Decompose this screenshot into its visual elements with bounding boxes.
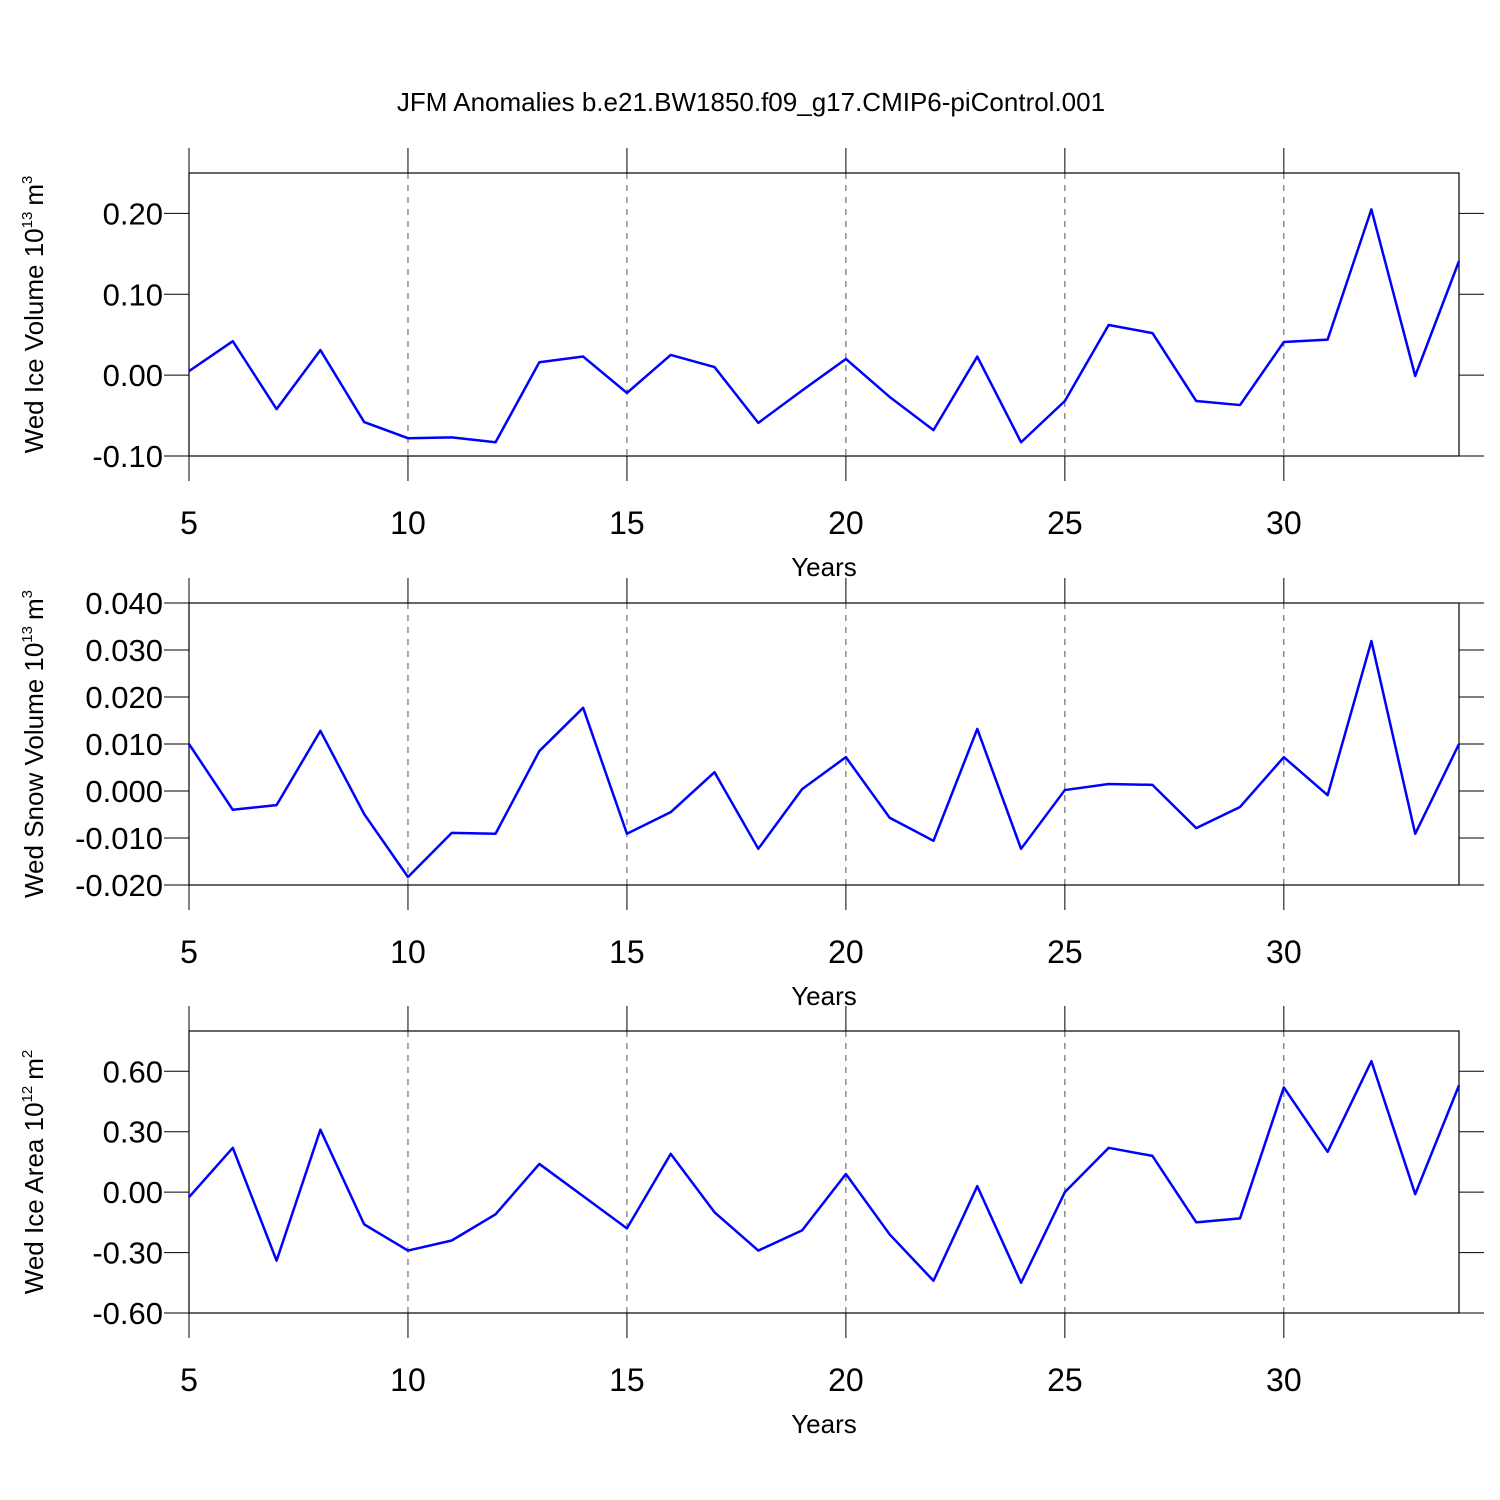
y-tick-label: 0.00 — [103, 1175, 163, 1210]
x-tick-label: 25 — [1047, 505, 1083, 541]
y-axis-label-unit-exponent: 3 — [19, 176, 36, 184]
y-axis-label: Wed Ice Area 1012 m2 — [19, 1050, 49, 1294]
y-tick-label: -0.60 — [92, 1296, 163, 1331]
x-tick-label: 30 — [1266, 934, 1302, 970]
x-tick-label: 30 — [1266, 1362, 1302, 1398]
y-axis-label-unit-exponent: 3 — [19, 590, 36, 598]
data-line — [188, 1059, 1461, 1285]
y-axis-label-text: Wed Ice Area 10 — [19, 1102, 49, 1294]
y-tick-label: 0.030 — [85, 633, 163, 668]
x-tick-label: 5 — [180, 505, 198, 541]
y-tick-label: 0.20 — [103, 196, 163, 231]
x-tick-label: 20 — [828, 505, 864, 541]
data-line — [187, 639, 1461, 879]
y-tick-label: -0.30 — [92, 1236, 163, 1271]
y-tick-label: 0.010 — [85, 727, 163, 762]
chart-title: JFM Anomalies b.e21.BW1850.f09_g17.CMIP6… — [397, 87, 1105, 117]
y-tick-label: 0.60 — [103, 1054, 163, 1089]
x-tick-label: 20 — [828, 1362, 864, 1398]
x-tick-label: 15 — [609, 505, 645, 541]
x-tick-label: 25 — [1047, 1362, 1083, 1398]
y-tick-label: 0.30 — [103, 1115, 163, 1150]
x-tick-label: 10 — [390, 934, 426, 970]
y-axis-label-exponent: 13 — [19, 626, 36, 643]
y-axis-label: Wed Ice Volume 1013 m3 — [19, 176, 49, 454]
y-tick-label: 0.020 — [85, 680, 163, 715]
x-tick-label: 20 — [828, 934, 864, 970]
x-tick-label: 15 — [609, 1362, 645, 1398]
y-axis-label-unit-exponent: 2 — [19, 1050, 36, 1058]
x-tick-label: 30 — [1266, 505, 1302, 541]
y-tick-label: 0.00 — [103, 358, 163, 393]
y-tick-label: -0.020 — [75, 868, 163, 903]
plot-frame — [188, 172, 1460, 457]
x-tick-label: 10 — [390, 1362, 426, 1398]
y-tick-label: 0.040 — [85, 586, 163, 621]
y-axis-label-text: Wed Ice Volume 10 — [19, 228, 49, 453]
y-axis-label-exponent: 13 — [19, 212, 36, 229]
x-axis-label: Years — [791, 552, 857, 582]
x-axis-label: Years — [791, 981, 857, 1011]
data-line — [188, 208, 1461, 444]
x-tick-label: 5 — [180, 1362, 198, 1398]
y-tick-label: 0.000 — [85, 774, 163, 809]
x-tick-label: 10 — [390, 505, 426, 541]
y-axis-label-exponent: 12 — [19, 1086, 36, 1103]
y-tick-label: 0.10 — [103, 277, 163, 312]
x-tick-label: 25 — [1047, 934, 1083, 970]
y-axis-label-text: Wed Snow Volume 10 — [19, 643, 49, 898]
y-axis-label-unit: m — [19, 184, 49, 206]
y-tick-label: -0.10 — [92, 439, 163, 474]
y-axis-label-unit: m — [19, 598, 49, 620]
y-axis-label: Wed Snow Volume 1013 m3 — [19, 590, 49, 898]
y-axis-label-unit: m — [19, 1058, 49, 1080]
plot-frame — [188, 1030, 1460, 1314]
x-tick-label: 5 — [180, 934, 198, 970]
x-tick-label: 15 — [609, 934, 645, 970]
plot-frame — [188, 602, 1460, 886]
x-axis-label: Years — [791, 1409, 857, 1439]
y-tick-label: -0.010 — [75, 821, 163, 856]
